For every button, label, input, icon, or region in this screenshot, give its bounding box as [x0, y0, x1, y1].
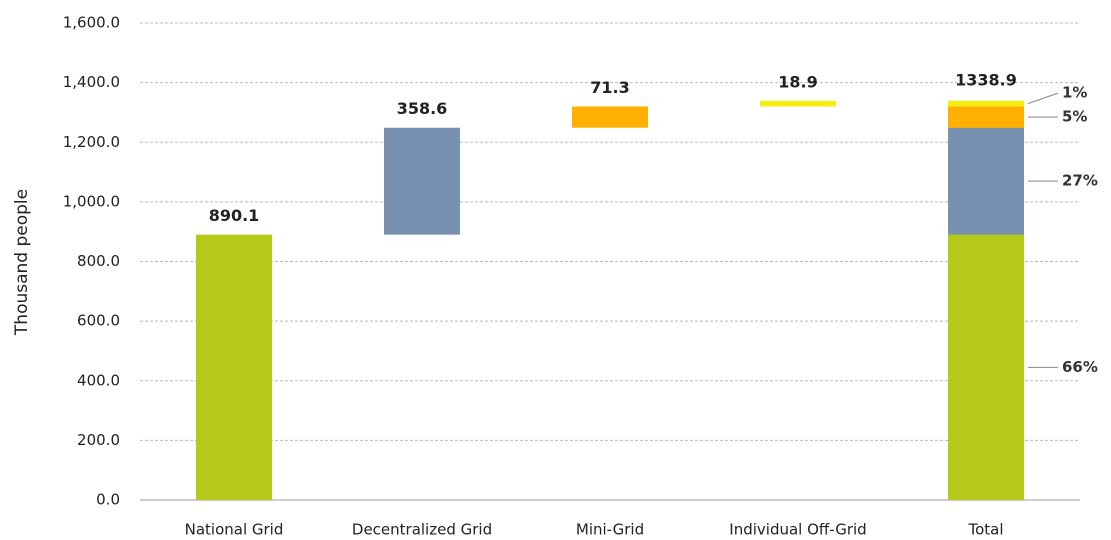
y-tick-label: 400.0 [77, 371, 120, 389]
total-segment [948, 234, 1024, 501]
y-axis-label: Thousand people [12, 189, 32, 336]
bar [196, 234, 272, 501]
bar [384, 127, 460, 235]
x-tick-label: National Grid [185, 521, 284, 539]
x-tick-label: Mini-Grid [576, 521, 644, 539]
value-label: 358.6 [397, 99, 448, 118]
y-tick-label: 1,200.0 [63, 133, 120, 151]
leader-line [1027, 92, 1059, 105]
share-label: 1% [1062, 84, 1087, 102]
total-segment [948, 127, 1024, 235]
y-tick-label: 0.0 [96, 491, 120, 509]
bar [760, 100, 836, 107]
total-segment [948, 106, 1024, 128]
y-tick-label: 200.0 [77, 431, 120, 449]
total-segment [948, 100, 1024, 107]
y-tick-label: 1,000.0 [63, 192, 120, 210]
bar [572, 106, 648, 128]
x-tick-label: Decentralized Grid [352, 521, 492, 539]
share-label: 27% [1062, 172, 1098, 190]
y-tick-label: 800.0 [77, 252, 120, 270]
value-label: 890.1 [209, 206, 260, 225]
value-label: 18.9 [778, 72, 817, 91]
value-label: 1338.9 [955, 70, 1017, 89]
value-label: 71.3 [590, 78, 629, 97]
y-tick-label: 1,400.0 [63, 73, 120, 91]
y-tick-label: 600.0 [77, 312, 120, 330]
x-tick-label: Total [967, 521, 1003, 539]
share-label: 5% [1062, 108, 1087, 126]
y-tick-label: 1,600.0 [63, 14, 120, 32]
share-label: 66% [1062, 358, 1098, 376]
x-tick-label: Individual Off-Grid [729, 521, 866, 539]
